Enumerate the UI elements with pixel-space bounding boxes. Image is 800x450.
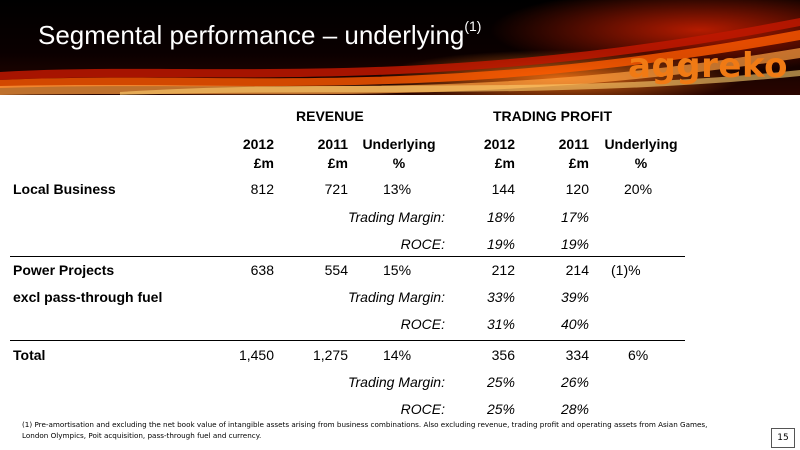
col-rev-underlying: Underlying xyxy=(362,136,436,152)
total-margin-2012: 25% xyxy=(486,374,515,390)
power-roce-label: ROCE: xyxy=(400,316,445,332)
col-tp-2012-year: 2012 xyxy=(483,136,515,152)
total-rev-underlying: 14% xyxy=(383,347,412,363)
aggreko-logo: aggreko xyxy=(628,46,789,86)
col-rev-2012-unit: £m xyxy=(253,155,274,171)
total-tp-2012: 356 xyxy=(491,347,515,363)
total-margin-2011: 26% xyxy=(560,374,589,390)
total-margin-label: Trading Margin: xyxy=(347,374,445,390)
total-roce-2011: 28% xyxy=(560,401,589,417)
divider-line xyxy=(10,256,685,257)
local-roce-2012: 19% xyxy=(486,236,515,252)
segment-name-power: Power Projects xyxy=(13,262,115,278)
local-margin-label: Trading Margin: xyxy=(347,209,445,225)
power-margin-2012: 33% xyxy=(486,289,515,305)
power-rev-underlying: 15% xyxy=(383,262,412,278)
power-rev-2011: 554 xyxy=(324,262,348,278)
col-tp-2012-unit: £m xyxy=(494,155,515,171)
footnote: (1) Pre-amortisation and excluding the n… xyxy=(22,420,708,440)
segment-name-total: Total xyxy=(13,347,46,363)
slide-header-banner: Segmental performance – underlying(1) xyxy=(0,0,800,95)
power-roce-2012: 31% xyxy=(486,316,515,332)
local-margin-2011: 17% xyxy=(560,209,589,225)
power-tp-2011: 214 xyxy=(565,262,589,278)
total-tp-underlying: 6% xyxy=(628,347,649,363)
local-roce-label: ROCE: xyxy=(400,236,445,252)
col-rev-2011-unit: £m xyxy=(327,155,348,171)
local-rev-2011: 721 xyxy=(324,181,348,197)
revenue-header: REVENUE xyxy=(296,108,364,124)
title-footnote-marker: (1) xyxy=(464,18,482,34)
segment-subname-power: excl pass-through fuel xyxy=(13,289,163,305)
col-tp-underlying-unit: % xyxy=(634,155,648,171)
trading-profit-header: TRADING PROFIT xyxy=(493,108,612,124)
divider-line xyxy=(10,340,685,341)
page-number: 15 xyxy=(771,428,795,448)
total-rev-2012: 1,450 xyxy=(238,347,274,363)
col-rev-2012-year: 2012 xyxy=(242,136,274,152)
segment-name-local: Local Business xyxy=(13,181,116,197)
local-margin-2012: 18% xyxy=(486,209,515,225)
local-tp-underlying: 20% xyxy=(624,181,653,197)
power-tp-2012: 212 xyxy=(491,262,515,278)
local-rev-2012: 812 xyxy=(250,181,274,197)
power-margin-label: Trading Margin: xyxy=(347,289,445,305)
col-tp-2011-unit: £m xyxy=(568,155,589,171)
local-roce-2011: 19% xyxy=(560,236,589,252)
col-rev-2011-year: 2011 xyxy=(317,136,348,152)
local-rev-underlying: 13% xyxy=(383,181,412,197)
power-margin-2011: 39% xyxy=(560,289,589,305)
local-tp-2011: 120 xyxy=(565,181,589,197)
col-tp-underlying: Underlying xyxy=(604,136,678,152)
total-roce-label: ROCE: xyxy=(400,401,445,417)
local-tp-2012: 144 xyxy=(491,181,515,197)
flame-swoosh-graphic xyxy=(0,18,800,95)
power-rev-2012: 638 xyxy=(250,262,274,278)
total-tp-2011: 334 xyxy=(565,347,589,363)
total-roce-2012: 25% xyxy=(486,401,515,417)
total-rev-2011: 1,275 xyxy=(312,347,348,363)
col-rev-underlying-unit: % xyxy=(392,155,406,171)
power-roce-2011: 40% xyxy=(560,316,589,332)
slide-title: Segmental performance – underlying(1) xyxy=(38,18,482,50)
power-tp-underlying: (1)% xyxy=(611,262,641,278)
col-tp-2011-year: 2011 xyxy=(558,136,589,152)
